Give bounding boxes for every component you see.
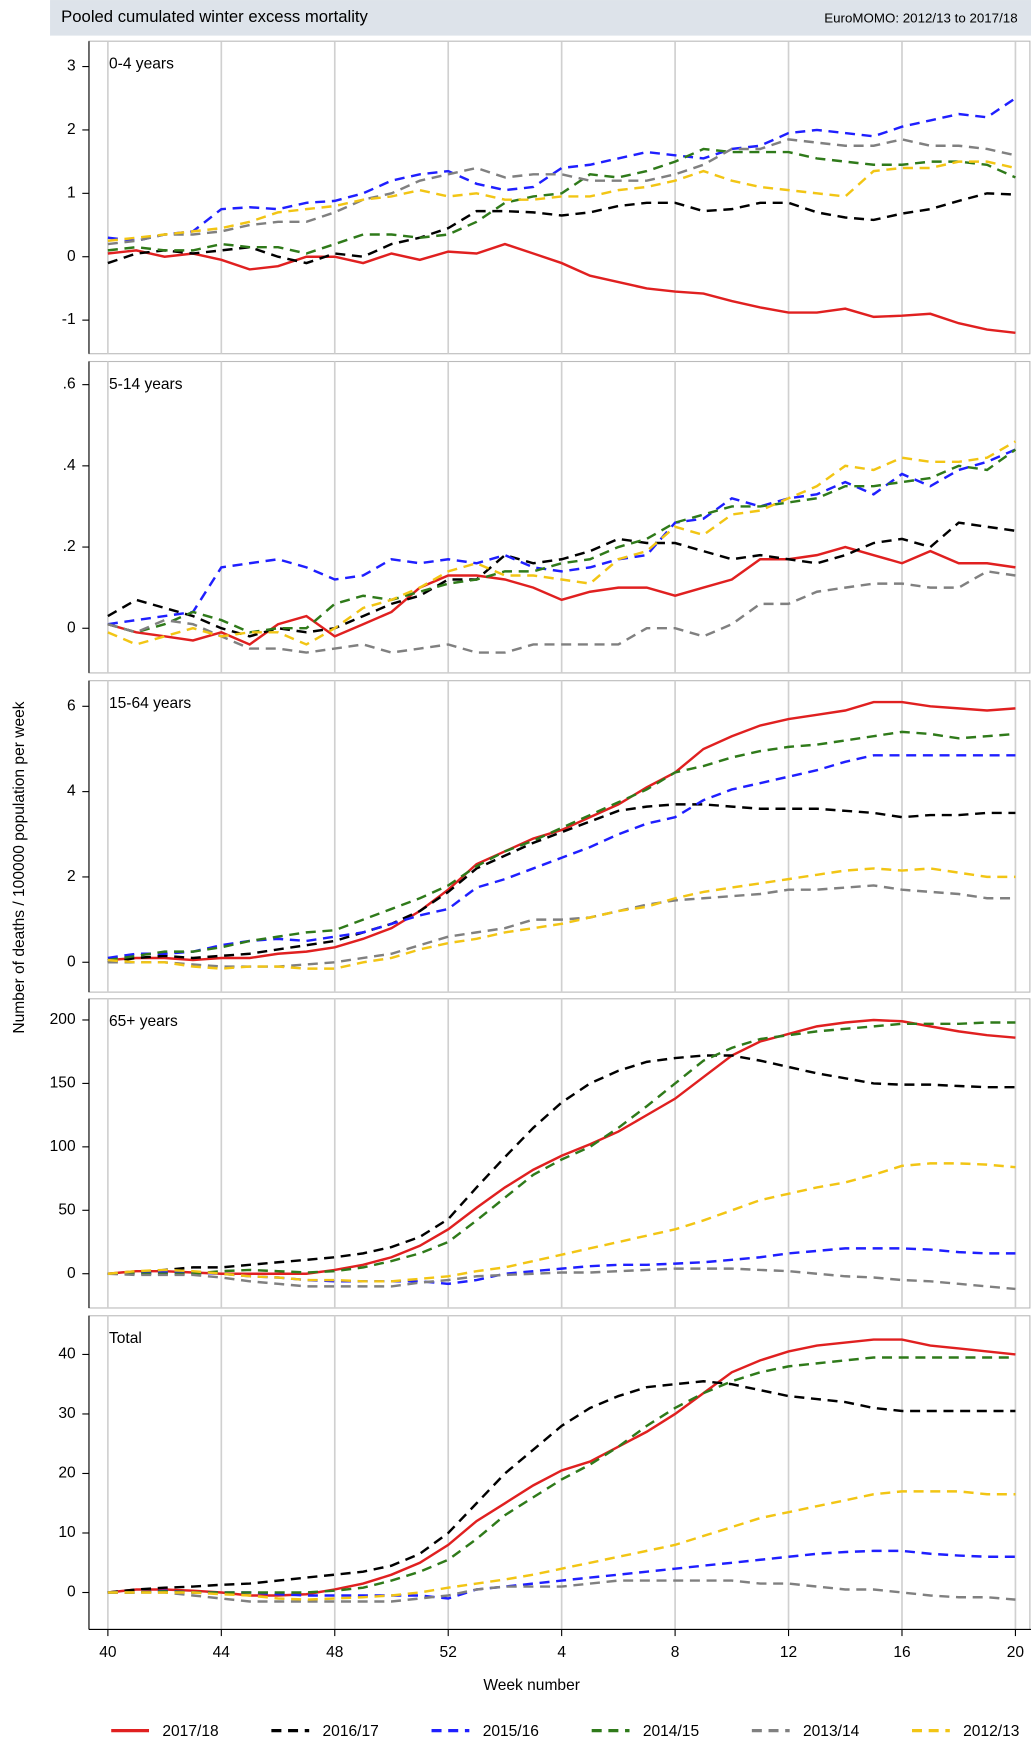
series-line <box>107 160 1016 243</box>
series-line <box>107 242 1016 335</box>
panel-title: 5-14 years <box>109 376 183 393</box>
series-line <box>107 138 1016 246</box>
x-tick-label: 4 <box>557 1644 566 1661</box>
series-line <box>107 1162 1016 1283</box>
series-line <box>107 545 1016 646</box>
series-line <box>107 147 1016 255</box>
legend-label: 2012/13 <box>963 1723 1019 1740</box>
y-tick-label: 0 <box>67 619 76 636</box>
x-tick-label: 48 <box>326 1644 343 1661</box>
panel-title: 15-64 years <box>109 695 191 712</box>
legend-label: 2017/18 <box>162 1723 218 1740</box>
series-line <box>107 1054 1016 1275</box>
y-tick-label: 0 <box>67 248 76 265</box>
series-line <box>107 1267 1016 1291</box>
legend-label: 2016/17 <box>323 1723 379 1740</box>
x-tick-label: 8 <box>671 1644 680 1661</box>
y-tick-label: .6 <box>63 376 76 393</box>
series-line <box>107 700 1016 962</box>
series-line <box>107 1018 1016 1275</box>
panel-title: 0-4 years <box>109 56 174 73</box>
series-line <box>107 521 1016 638</box>
y-tick-label: 1 <box>67 184 76 201</box>
y-axis-title: Number of deaths / 100000 population per… <box>11 701 28 1033</box>
x-tick-label: 44 <box>213 1644 231 1661</box>
panel-title: Total <box>109 1330 142 1347</box>
series-line <box>107 448 1017 634</box>
series-line <box>107 1356 1016 1594</box>
x-tick-label: 52 <box>440 1644 457 1661</box>
series-line <box>107 1490 1016 1601</box>
series-line <box>107 440 1017 646</box>
y-tick-label: -1 <box>62 311 76 328</box>
series-line <box>107 867 1016 970</box>
y-tick-label: 0 <box>67 953 76 970</box>
x-tick-label: 40 <box>99 1644 117 1661</box>
y-tick-label: 30 <box>58 1405 76 1422</box>
y-tick-label: 2 <box>67 868 76 885</box>
series-line <box>107 448 1016 626</box>
x-tick-label: 12 <box>780 1644 797 1661</box>
y-tick-label: 40 <box>58 1346 76 1363</box>
y-tick-label: 100 <box>50 1138 76 1155</box>
header-bar <box>50 0 1031 36</box>
series-line <box>107 803 1016 964</box>
y-tick-label: 200 <box>50 1011 76 1028</box>
chart-title: Pooled cumulated winter excess mortality <box>61 7 368 26</box>
y-tick-label: 2 <box>67 121 76 138</box>
y-tick-label: 10 <box>58 1524 76 1541</box>
x-tick-label: 16 <box>893 1644 910 1661</box>
series-line <box>107 1579 1016 1603</box>
legend-label: 2015/16 <box>483 1723 539 1740</box>
y-tick-label: 6 <box>67 697 76 714</box>
series-line <box>107 192 1016 265</box>
y-tick-label: 0 <box>67 1584 76 1601</box>
y-tick-label: .2 <box>63 538 76 555</box>
panel-frame <box>88 998 1031 1309</box>
y-tick-label: 0 <box>67 1265 76 1282</box>
y-tick-label: 150 <box>50 1075 76 1092</box>
series-line <box>107 570 1016 654</box>
series-line <box>107 730 1016 962</box>
panel-frame <box>88 360 1031 674</box>
series-line <box>107 97 1017 243</box>
legend-label: 2014/15 <box>643 1723 699 1740</box>
series-line <box>107 1021 1016 1275</box>
x-axis-title: Week number <box>483 1677 580 1694</box>
y-tick-label: 20 <box>58 1465 76 1482</box>
y-tick-label: .4 <box>63 457 76 474</box>
source-note: EuroMOMO: 2012/13 to 2017/18 <box>824 10 1017 25</box>
x-tick-label: 20 <box>1007 1644 1025 1661</box>
y-tick-label: 4 <box>67 783 76 800</box>
series-line <box>107 1380 1016 1594</box>
panel-title: 65+ years <box>109 1013 178 1030</box>
y-tick-label: 3 <box>67 58 76 75</box>
y-tick-label: 50 <box>58 1201 76 1218</box>
legend-label: 2013/14 <box>803 1723 860 1740</box>
